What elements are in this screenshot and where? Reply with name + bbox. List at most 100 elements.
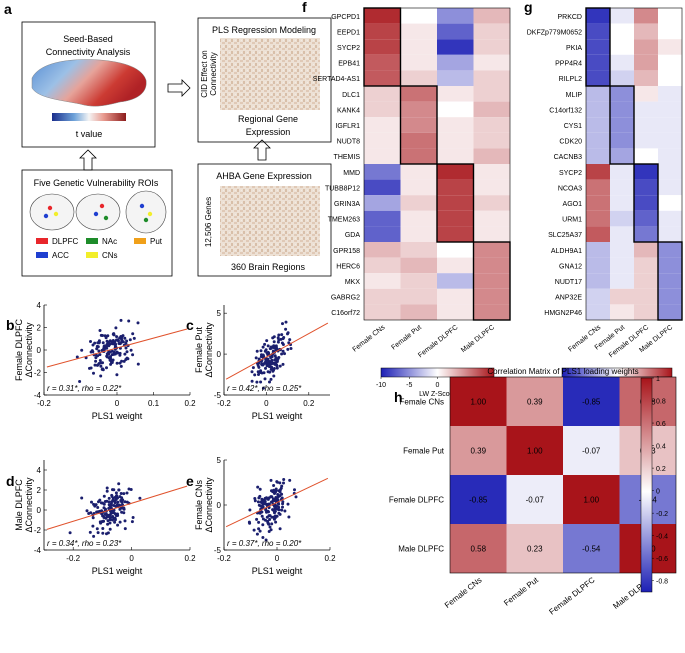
data-point: [253, 373, 257, 377]
data-point: [117, 482, 121, 486]
y-tick-label: -5: [214, 391, 222, 400]
heatmap-cell: [437, 288, 474, 305]
data-point: [263, 502, 267, 506]
matrix-value: 0.39: [470, 447, 486, 456]
heatmap-cell: [634, 132, 658, 149]
colorbar-tick-label: -0.4: [656, 534, 668, 541]
heatmap-cell: [610, 132, 634, 149]
data-point: [263, 377, 267, 381]
heatmap-cell: [437, 226, 474, 242]
brain-roi-sketches: [29, 190, 167, 234]
data-point: [115, 373, 119, 377]
y-tick-label: 4: [37, 301, 42, 310]
gene-label: SERTAD4-AS1: [313, 76, 360, 83]
data-point: [282, 336, 286, 339]
colorbar-tick-label: -10: [376, 382, 386, 389]
right-arrow-icon: [167, 79, 191, 97]
matrix-cell: [506, 475, 563, 524]
data-point: [105, 489, 109, 493]
data-point: [258, 487, 262, 491]
data-point: [75, 355, 79, 359]
heatmap-cell: [658, 288, 682, 305]
data-point: [253, 499, 257, 503]
heatmap-cell: [437, 257, 474, 274]
cluster-outline: [436, 163, 475, 243]
data-point: [97, 340, 101, 344]
heatmap-cell: [610, 195, 634, 211]
data-point: [119, 492, 123, 495]
heatmap-cell: [437, 164, 474, 180]
data-point: [138, 496, 142, 500]
matrix-cell: [450, 426, 507, 475]
data-point: [272, 484, 276, 487]
gene-label: PKIA: [566, 45, 582, 52]
column-label: Female Put: [390, 324, 423, 352]
gene-label: DLC1: [342, 92, 360, 99]
data-point: [87, 512, 91, 515]
heatmap-cell: [658, 242, 682, 258]
x-tick-label: -0.2: [66, 554, 80, 563]
data-point: [257, 357, 261, 361]
t-value-label: t value: [76, 129, 103, 139]
stat-annotation: r = 0.37*, rho = 0.20*: [227, 539, 302, 548]
data-point: [259, 380, 263, 384]
data-point: [261, 523, 265, 527]
data-point: [100, 520, 104, 524]
heatmap-cell: [437, 210, 474, 227]
data-point: [277, 508, 281, 512]
gene-label: THEMIS: [334, 154, 361, 161]
heatmap-cell: [437, 304, 474, 320]
data-point: [123, 352, 127, 356]
y-axis-label-2: ΔConnectivity: [24, 322, 34, 378]
gene-label: GPR158: [333, 248, 360, 255]
heatmap-cell: [610, 226, 634, 242]
x-tick-label: 0.2: [303, 399, 315, 408]
y-tick-label: 2: [37, 486, 42, 495]
x-tick-label: 0: [129, 554, 134, 563]
data-point: [107, 350, 111, 354]
data-point: [262, 371, 266, 375]
data-point: [103, 500, 107, 503]
panel-a: a Seed-Based Connectivity Analysis t val…: [4, 1, 332, 277]
data-point: [286, 347, 290, 351]
heatmap-cell: [473, 226, 510, 242]
data-point: [114, 498, 118, 501]
data-point: [80, 348, 84, 352]
data-point: [99, 501, 103, 505]
y-tick-label: 0: [37, 506, 42, 515]
data-point: [125, 339, 129, 343]
heatmap-cell: [437, 195, 474, 211]
data-point: [110, 340, 114, 344]
data-point: [110, 509, 114, 513]
colorbar-tick-label: 0: [656, 489, 660, 496]
data-point: [278, 527, 282, 531]
data-point: [129, 348, 133, 352]
col-label: Female CNs: [443, 575, 484, 609]
data-point: [283, 509, 287, 513]
heatmap-cell: [586, 226, 610, 242]
heatmap-cell: [634, 86, 658, 102]
data-point: [94, 359, 98, 363]
data-point: [107, 500, 111, 504]
data-point: [283, 352, 286, 356]
data-point: [120, 359, 124, 363]
heatmap-cell: [364, 164, 401, 180]
x-tick-label: 0.2: [324, 554, 336, 563]
brain-surface-image: [31, 59, 147, 107]
heatmap-cell: [586, 54, 610, 71]
heatmap-cell: [610, 164, 634, 180]
data-point: [269, 478, 273, 482]
data-point: [268, 525, 272, 529]
y-axis-label-1: Female Put: [194, 326, 204, 373]
data-point: [266, 344, 270, 348]
data-point: [107, 340, 111, 344]
heatmap-cell: [610, 86, 634, 102]
heatmap-cell: [400, 288, 437, 305]
heatmap-cell: [400, 179, 437, 196]
heatmap-cell: [400, 54, 437, 71]
heatmap-cell: [473, 210, 510, 227]
data-point: [113, 516, 117, 520]
heatmap-cell: [400, 39, 437, 55]
heatmap-cell: [610, 304, 634, 320]
data-point: [110, 361, 114, 364]
